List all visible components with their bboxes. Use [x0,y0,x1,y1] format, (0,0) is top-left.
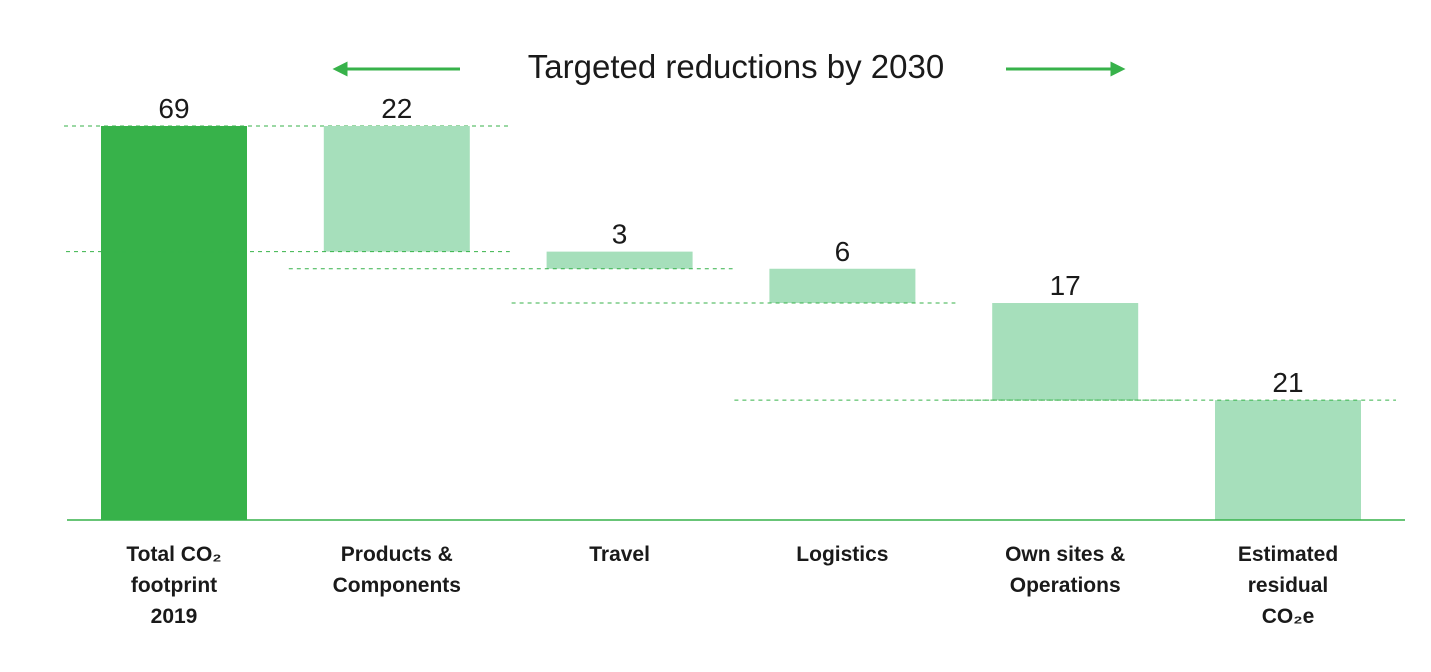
chart-title: Targeted reductions by 2030 [528,48,944,85]
category-label-0: Total CO₂ footprint 2019 [126,543,221,628]
bar-4 [992,303,1139,401]
category-label-2: Travel [589,543,650,566]
data-label-2: 3 [612,219,628,250]
bar-0 [101,126,247,520]
category-label-4: Own sites & Operations [1005,543,1125,597]
data-label-4: 17 [1050,270,1081,301]
category-label-3: Logistics [796,543,888,566]
data-label-1: 22 [381,93,412,124]
category-label-1: Products & Components [333,543,461,597]
data-label-5: 21 [1272,367,1303,398]
bar-1 [323,126,470,252]
category-label-5: Estimated residual CO₂e [1238,543,1338,628]
bar-2 [546,251,693,269]
data-label-0: 69 [158,93,189,124]
bar-5 [1215,400,1361,520]
data-label-3: 6 [835,236,851,267]
bar-3 [769,268,916,304]
